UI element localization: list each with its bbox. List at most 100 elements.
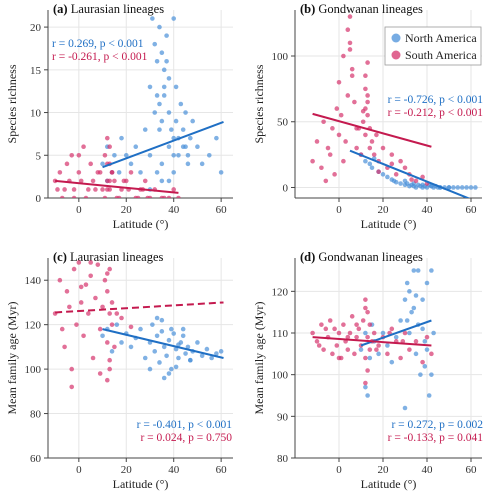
south-point — [314, 139, 320, 144]
north-point — [385, 174, 390, 180]
south-point — [76, 152, 82, 158]
south-point — [107, 144, 112, 150]
y-tick-label: 120 — [25, 320, 42, 332]
north-point — [161, 375, 167, 381]
north-point — [464, 185, 469, 190]
north-point — [199, 353, 205, 359]
x-tick-label: 40 — [168, 464, 180, 476]
x-tick-label: 0 — [336, 204, 342, 216]
north-point — [114, 322, 120, 327]
south-point — [376, 343, 381, 348]
north-point — [157, 127, 162, 132]
south-point — [389, 152, 395, 157]
north-point — [363, 330, 368, 336]
north-point — [152, 41, 158, 47]
north-point — [176, 152, 181, 158]
north-point — [180, 326, 186, 332]
north-point — [171, 170, 177, 175]
north-point — [218, 170, 224, 175]
south-stat-text: r = 0.024, p = 0.750 — [140, 432, 232, 444]
south-point — [97, 170, 103, 175]
south-point — [356, 326, 362, 332]
north-point — [150, 16, 155, 21]
south-point — [71, 187, 77, 192]
legend: North America South America — [384, 26, 482, 66]
y-tick-label: 100 — [272, 51, 289, 63]
north-point — [398, 181, 403, 186]
south-point — [316, 343, 322, 348]
north-point — [164, 58, 169, 64]
south-point — [100, 187, 105, 192]
south-point — [367, 145, 373, 151]
north-point — [363, 158, 368, 164]
north-point — [180, 333, 186, 339]
north-point — [195, 144, 200, 150]
south-point — [114, 311, 120, 316]
south-point — [142, 178, 148, 184]
north-point — [183, 144, 188, 150]
south-point — [83, 282, 89, 287]
north-point — [218, 349, 224, 354]
north-point — [358, 347, 364, 352]
north-fit-line — [349, 149, 471, 198]
south-point — [374, 132, 379, 138]
north-point — [154, 58, 160, 64]
south-point — [90, 355, 96, 361]
x-tick-label: 20 — [378, 464, 390, 476]
south-point — [97, 326, 103, 332]
north-point — [152, 349, 158, 354]
south-point — [345, 93, 351, 98]
south-point — [332, 326, 337, 332]
panel-title: (d) Gondwanan lineages — [300, 250, 423, 264]
north-point — [407, 289, 412, 294]
north-point — [402, 178, 408, 184]
south-point — [336, 132, 342, 138]
panel-c: 0 20 40 60 60 80 100 120 140 Latitude (°) Mean fam… — [5, 250, 233, 491]
north-point — [159, 161, 165, 167]
panel-title: (a) Laurasian lineages — [53, 2, 164, 16]
north-point — [407, 330, 412, 336]
south-point — [59, 326, 65, 332]
south-point — [310, 330, 315, 336]
south-point — [109, 322, 115, 327]
north-point — [411, 268, 417, 273]
north-point — [157, 24, 162, 30]
south-point — [343, 139, 348, 144]
north-point — [451, 185, 456, 190]
south-point — [88, 260, 93, 265]
south-point — [365, 334, 370, 340]
south-point — [345, 334, 351, 340]
south-point — [334, 106, 340, 111]
north-point — [183, 110, 188, 115]
north-point — [424, 347, 430, 352]
y-tick-label: 100 — [25, 364, 42, 376]
panel-d: 0 20 40 60 80 90 100 110 120 Latitude (°) Mean fam… — [252, 250, 483, 491]
north-point — [147, 152, 153, 158]
south-point — [365, 112, 370, 118]
x-axis-label: Latitude (°) — [361, 477, 417, 491]
south-point — [323, 178, 329, 184]
north-point — [420, 326, 425, 332]
south-stat-text: r = -0.133, p = 0.041 — [388, 432, 484, 444]
north-point — [119, 340, 124, 345]
y-tick-label: 20 — [30, 22, 42, 34]
south-point — [389, 161, 395, 167]
north-point — [459, 185, 465, 190]
north-point — [166, 110, 172, 115]
north-point — [166, 371, 172, 376]
south-point — [112, 178, 117, 184]
plot-area — [310, 268, 436, 411]
north-point — [138, 170, 143, 175]
south-point — [112, 344, 117, 350]
south-point — [78, 284, 84, 290]
south-fit-line — [55, 179, 179, 194]
north-point — [152, 110, 158, 115]
north-point — [100, 333, 105, 339]
south-point — [71, 266, 77, 272]
plot-area — [52, 16, 224, 198]
south-point — [97, 371, 103, 376]
north-point — [365, 393, 370, 398]
south-point — [145, 195, 150, 198]
